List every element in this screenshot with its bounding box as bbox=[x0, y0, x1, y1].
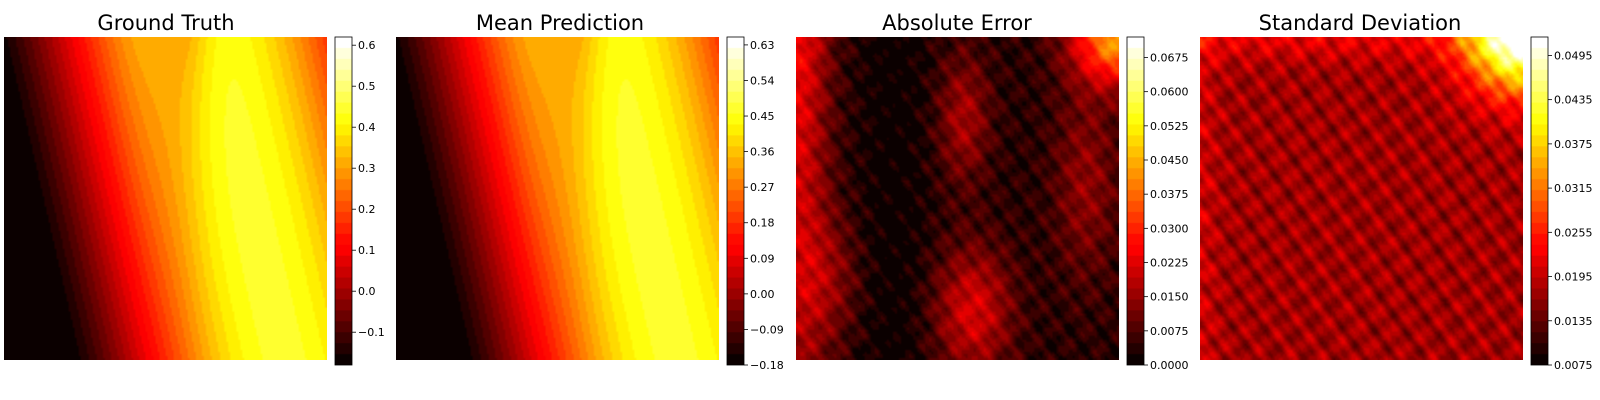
panel-absolute-error: Absolute Error 0.00000.00750.01500.02250… bbox=[796, 11, 1189, 372]
colorbar-tick-label: 0.0 bbox=[358, 285, 376, 298]
colorbar-tick-label: 0.1 bbox=[358, 244, 376, 257]
colorbar-tick-label: 0.0075 bbox=[1554, 359, 1593, 372]
heatmap-image bbox=[396, 37, 719, 360]
colorbar-tick-label: 0.0075 bbox=[1150, 325, 1189, 338]
panel-mean-prediction: Mean Prediction −0.18 −0.09 0.00 0.09 0.18 0.… bbox=[396, 11, 784, 372]
colorbar-tick-label: 0.4 bbox=[358, 121, 376, 134]
panel-ground-truth: Ground Truth −0.1 0.0 0.1 0.2 0.3 0.4 0.5 0.6 bbox=[4, 11, 385, 366]
heatmap-image bbox=[796, 37, 1119, 360]
panel-title: Standard Deviation bbox=[1259, 11, 1462, 35]
colorbar-tick-label: 0.27 bbox=[750, 181, 775, 194]
colorbar-tick-label: 0.0315 bbox=[1554, 182, 1593, 195]
colorbar-tick-label: 0.0150 bbox=[1150, 291, 1189, 304]
panel-title: Absolute Error bbox=[882, 11, 1032, 35]
colorbar-frame bbox=[1530, 36, 1549, 366]
colorbar-frame bbox=[726, 36, 745, 366]
colorbar-tick-label: 0.5 bbox=[358, 80, 376, 93]
colorbar-tick-label: 0.0495 bbox=[1554, 49, 1593, 62]
colorbar-ticks: −0.18 −0.09 0.00 0.09 0.18 0.27 0.36 0.45 0.54 0.… bbox=[744, 39, 784, 372]
colorbar-tick-label: 0.54 bbox=[750, 74, 775, 87]
colorbar-frame bbox=[1126, 36, 1145, 366]
colorbar-ticks: 0.0075 0.0135 0.0195 0.0255 0.0315 0.0375 0.04… bbox=[1548, 49, 1593, 372]
colorbar-tick-label: 0.09 bbox=[750, 252, 775, 265]
colorbar-tick-label: 0.2 bbox=[358, 203, 376, 216]
colorbar-tick-label: 0.63 bbox=[750, 39, 775, 52]
colorbar-image bbox=[1127, 37, 1144, 365]
colorbar-tick-label: 0.0225 bbox=[1150, 257, 1189, 270]
colorbar-tick-label: 0.0300 bbox=[1150, 222, 1189, 235]
colorbar-tick-label: −0.1 bbox=[358, 326, 385, 339]
colorbar-tick-label: 0.3 bbox=[358, 162, 376, 175]
colorbar-tick-label: 0.6 bbox=[358, 39, 376, 52]
colorbar-tick-label: −0.09 bbox=[750, 323, 784, 336]
panel-standard-deviation: Standard Deviation 0.00750.01350.01950.0… bbox=[1200, 11, 1593, 372]
colorbar-image bbox=[727, 37, 744, 365]
colorbar-tick-label: 0.0375 bbox=[1554, 138, 1593, 151]
colorbar-tick-label: 0.0195 bbox=[1554, 271, 1593, 284]
colorbar-tick-label: 0.0375 bbox=[1150, 188, 1189, 201]
panel-title: Mean Prediction bbox=[476, 11, 644, 35]
colorbar-tick-label: 0.36 bbox=[750, 146, 775, 159]
colorbar-image bbox=[1531, 37, 1548, 365]
colorbar-tick-label: 0.18 bbox=[750, 217, 775, 230]
colorbar-tick-label: 0.00 bbox=[750, 288, 775, 301]
heatmap-image bbox=[1200, 37, 1523, 360]
heatmap-image bbox=[4, 37, 327, 360]
colorbar-tick-label: 0.0255 bbox=[1554, 226, 1593, 239]
colorbar-ticks: −0.1 0.0 0.1 0.2 0.3 0.4 0.5 0.6 bbox=[352, 39, 385, 339]
colorbar-tick-label: 0.0000 bbox=[1150, 359, 1189, 372]
panel-title: Ground Truth bbox=[97, 11, 234, 35]
colorbar-tick-label: −0.18 bbox=[750, 359, 784, 372]
colorbar-tick-label: 0.0450 bbox=[1150, 154, 1189, 167]
colorbar-tick-label: 0.45 bbox=[750, 110, 775, 123]
colorbar-image bbox=[335, 37, 352, 365]
colorbar-tick-label: 0.0675 bbox=[1150, 52, 1189, 65]
colorbar-ticks: 0.0000 0.0075 0.0150 0.0225 0.0300 0.0375 0.04… bbox=[1144, 52, 1189, 372]
colorbar-tick-label: 0.0435 bbox=[1554, 94, 1593, 107]
colorbar-tick-label: 0.0135 bbox=[1554, 315, 1593, 328]
colorbar-tick-label: 0.0525 bbox=[1150, 120, 1189, 133]
colorbar-frame bbox=[334, 36, 353, 366]
colorbar-tick-label: 0.0600 bbox=[1150, 86, 1189, 99]
